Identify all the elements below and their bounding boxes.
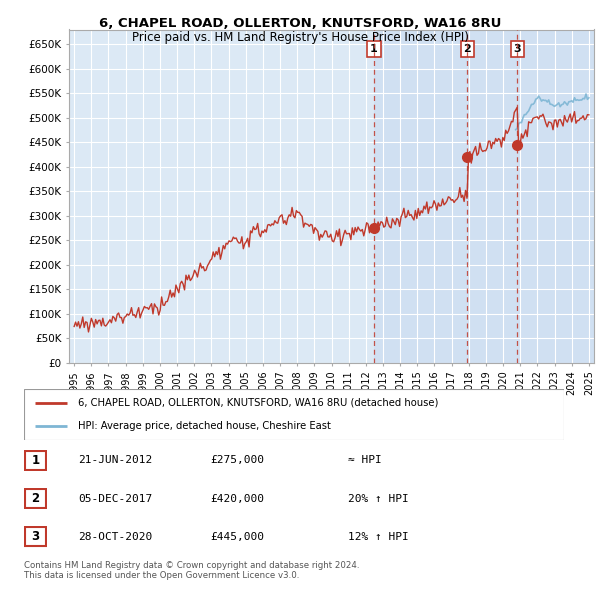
Text: 05-DEC-2017: 05-DEC-2017 — [78, 494, 152, 503]
FancyBboxPatch shape — [25, 489, 46, 508]
Text: 2: 2 — [31, 492, 40, 505]
FancyBboxPatch shape — [24, 389, 564, 440]
Text: This data is licensed under the Open Government Licence v3.0.: This data is licensed under the Open Gov… — [24, 571, 299, 580]
Text: 6, CHAPEL ROAD, OLLERTON, KNUTSFORD, WA16 8RU (detached house): 6, CHAPEL ROAD, OLLERTON, KNUTSFORD, WA1… — [78, 398, 439, 408]
Bar — [374, 30, 594, 363]
Text: Contains HM Land Registry data © Crown copyright and database right 2024.: Contains HM Land Registry data © Crown c… — [24, 560, 359, 569]
Text: 3: 3 — [31, 530, 40, 543]
Text: £275,000: £275,000 — [210, 455, 264, 465]
FancyBboxPatch shape — [25, 527, 46, 546]
Text: 21-JUN-2012: 21-JUN-2012 — [78, 455, 152, 465]
Text: 20% ↑ HPI: 20% ↑ HPI — [348, 494, 409, 503]
Text: 3: 3 — [514, 44, 521, 54]
Text: 1: 1 — [370, 44, 378, 54]
Text: 28-OCT-2020: 28-OCT-2020 — [78, 532, 152, 542]
Text: 12% ↑ HPI: 12% ↑ HPI — [348, 532, 409, 542]
Text: 6, CHAPEL ROAD, OLLERTON, KNUTSFORD, WA16 8RU: 6, CHAPEL ROAD, OLLERTON, KNUTSFORD, WA1… — [99, 17, 501, 30]
Text: £445,000: £445,000 — [210, 532, 264, 542]
Text: 2: 2 — [464, 44, 471, 54]
Text: HPI: Average price, detached house, Cheshire East: HPI: Average price, detached house, Ches… — [78, 421, 331, 431]
Text: £420,000: £420,000 — [210, 494, 264, 503]
Text: Price paid vs. HM Land Registry's House Price Index (HPI): Price paid vs. HM Land Registry's House … — [131, 31, 469, 44]
Text: 1: 1 — [31, 454, 40, 467]
Text: ≈ HPI: ≈ HPI — [348, 455, 382, 465]
FancyBboxPatch shape — [25, 451, 46, 470]
